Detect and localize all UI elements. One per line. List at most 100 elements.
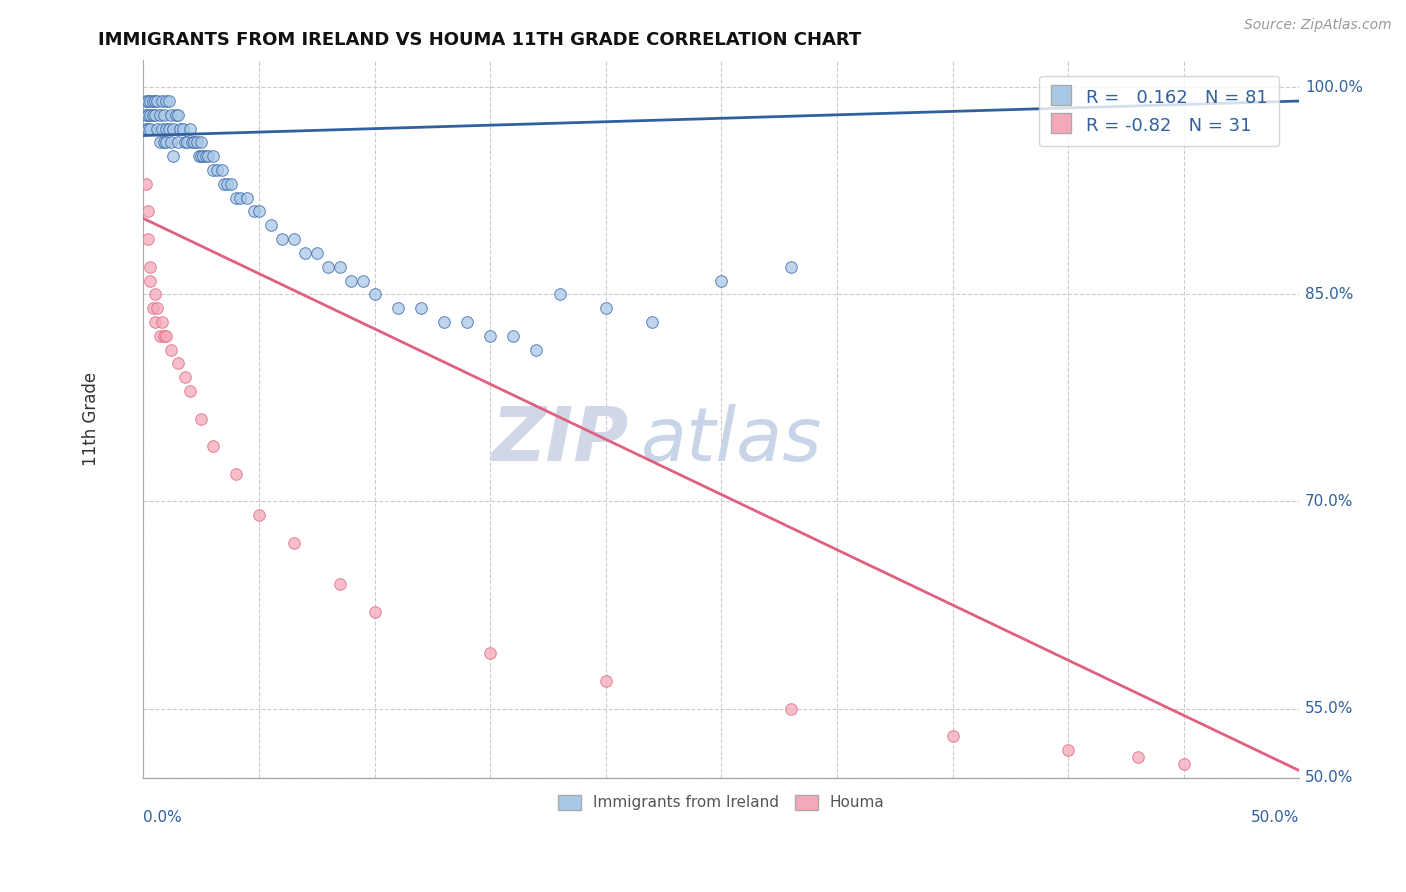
Text: 50.0%: 50.0% <box>1305 770 1354 785</box>
Point <box>201 149 224 163</box>
Point <box>318 260 340 274</box>
Text: 11th Grade: 11th Grade <box>83 372 100 466</box>
Point <box>363 605 385 619</box>
Point <box>329 577 352 591</box>
Point <box>387 301 409 315</box>
Point <box>190 149 212 163</box>
Point <box>259 219 281 233</box>
Point <box>305 246 328 260</box>
Point <box>148 108 170 122</box>
Point <box>190 411 212 425</box>
Point <box>186 136 208 150</box>
Point <box>548 287 571 301</box>
Point <box>150 315 173 329</box>
Point <box>595 301 617 315</box>
Point <box>193 149 215 163</box>
Text: Source: ZipAtlas.com: Source: ZipAtlas.com <box>1244 18 1392 32</box>
Point <box>160 136 183 150</box>
Point <box>283 536 305 550</box>
Point <box>207 163 229 178</box>
Point <box>142 108 165 122</box>
Point <box>139 121 162 136</box>
Point <box>502 328 524 343</box>
Point <box>190 136 212 150</box>
Point <box>479 646 502 660</box>
Text: 100.0%: 100.0% <box>1305 79 1364 95</box>
Point <box>201 439 224 453</box>
Point <box>779 260 801 274</box>
Point <box>136 94 159 108</box>
Legend: Immigrants from Ireland, Houma: Immigrants from Ireland, Houma <box>553 789 890 816</box>
Point <box>247 204 270 219</box>
Point <box>1173 756 1195 771</box>
Point <box>225 467 247 481</box>
Text: 55.0%: 55.0% <box>1305 701 1354 716</box>
Point <box>136 108 159 122</box>
Point <box>329 260 352 274</box>
Point <box>139 273 162 287</box>
Point <box>942 729 965 743</box>
Text: 0.0%: 0.0% <box>143 810 183 825</box>
Point <box>779 701 801 715</box>
Point <box>183 136 205 150</box>
Point <box>1126 749 1149 764</box>
Point <box>340 273 363 287</box>
Point <box>179 384 201 398</box>
Point <box>214 177 236 191</box>
Point <box>167 108 190 122</box>
Point <box>157 94 180 108</box>
Point <box>136 232 159 246</box>
Point <box>135 94 157 108</box>
Point <box>148 328 170 343</box>
Point <box>155 136 177 150</box>
Point <box>155 94 177 108</box>
Point <box>174 136 197 150</box>
Point <box>153 328 176 343</box>
Point <box>363 287 385 301</box>
Point <box>215 177 238 191</box>
Point <box>143 108 166 122</box>
Point <box>595 673 617 688</box>
Point <box>456 315 478 329</box>
Point <box>150 94 173 108</box>
Point <box>165 108 187 122</box>
Point <box>172 121 194 136</box>
Point <box>146 94 169 108</box>
Point <box>179 121 201 136</box>
Point <box>180 136 202 150</box>
Point <box>247 508 270 523</box>
Point <box>139 260 162 274</box>
Point <box>142 301 165 315</box>
Point <box>176 136 198 150</box>
Point <box>162 121 184 136</box>
Point <box>135 121 157 136</box>
Point <box>153 108 176 122</box>
Point <box>146 121 169 136</box>
Point <box>169 121 191 136</box>
Point <box>143 287 166 301</box>
Point <box>167 136 190 150</box>
Point <box>294 246 316 260</box>
Point <box>153 136 176 150</box>
Text: ZIP: ZIP <box>492 403 628 476</box>
Point <box>211 163 233 178</box>
Point <box>225 191 247 205</box>
Point <box>352 273 374 287</box>
Point <box>162 149 184 163</box>
Point <box>187 149 209 163</box>
Point <box>243 204 266 219</box>
Point <box>136 121 159 136</box>
Point <box>146 301 169 315</box>
Point <box>219 177 242 191</box>
Point <box>197 149 219 163</box>
Point <box>641 315 664 329</box>
Point <box>136 204 159 219</box>
Point <box>194 149 217 163</box>
Point <box>160 343 183 357</box>
Point <box>526 343 548 357</box>
Point <box>143 315 166 329</box>
Point <box>167 356 190 370</box>
Point <box>157 121 180 136</box>
Point <box>1057 743 1080 757</box>
Point <box>174 370 197 384</box>
